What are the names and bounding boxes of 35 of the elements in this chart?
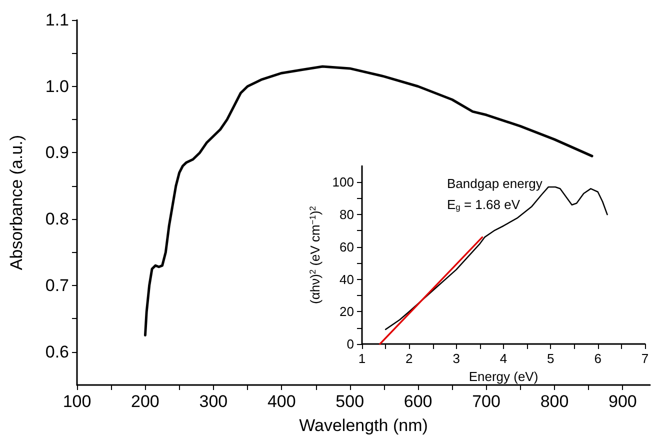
y-tick-label: 0.8 (45, 210, 69, 229)
y-tick-label: 0.6 (45, 342, 69, 362)
annotation: Eg = 1.68 eV (447, 197, 520, 212)
x-tick-label: 900 (608, 392, 637, 411)
y-axis-title: (αhν)2 (eV cm−1)2 (307, 206, 322, 304)
y-tick-label: 1.0 (45, 76, 69, 96)
y-tick-label: 20 (340, 304, 354, 320)
x-tick-label: 200 (131, 392, 160, 411)
x-tick-label: 600 (404, 392, 432, 411)
x-tick-label: 700 (472, 392, 500, 411)
y-tick-label: 40 (340, 272, 354, 287)
x-tick-label: 500 (336, 392, 364, 411)
x-tick-label: 5 (547, 351, 554, 366)
y-tick-label: 0 (346, 336, 354, 352)
y-tick-label: 60 (340, 239, 354, 254)
x-tick-label: 7 (641, 351, 649, 366)
x-tick-label: 400 (267, 392, 296, 411)
x-tick-label: 2 (406, 351, 413, 366)
x-tick-label: 6 (594, 351, 602, 366)
y-tick-label: 80 (340, 207, 354, 222)
x-tick-label: 3 (452, 351, 460, 366)
x-axis-title: Energy (eV) (468, 368, 538, 384)
line-series (144, 65, 594, 336)
x-tick-label: 300 (199, 392, 228, 411)
annotation: Bandgap energy (447, 176, 543, 191)
y-tick-label: 100 (332, 174, 354, 190)
y-tick-label: 0.7 (45, 276, 69, 295)
y-tick-label: 1.1 (45, 10, 69, 30)
x-axis-title: Wavelength (nm) (299, 416, 428, 435)
x-tick-label: 800 (540, 392, 569, 411)
y-axis-title: Absorbance (a.u.) (7, 134, 26, 270)
y-tick-label: 0.9 (45, 143, 69, 162)
x-tick-label: 1 (358, 351, 366, 366)
x-tick-label: 4 (500, 351, 508, 366)
x-tick-label: 100 (62, 392, 92, 411)
